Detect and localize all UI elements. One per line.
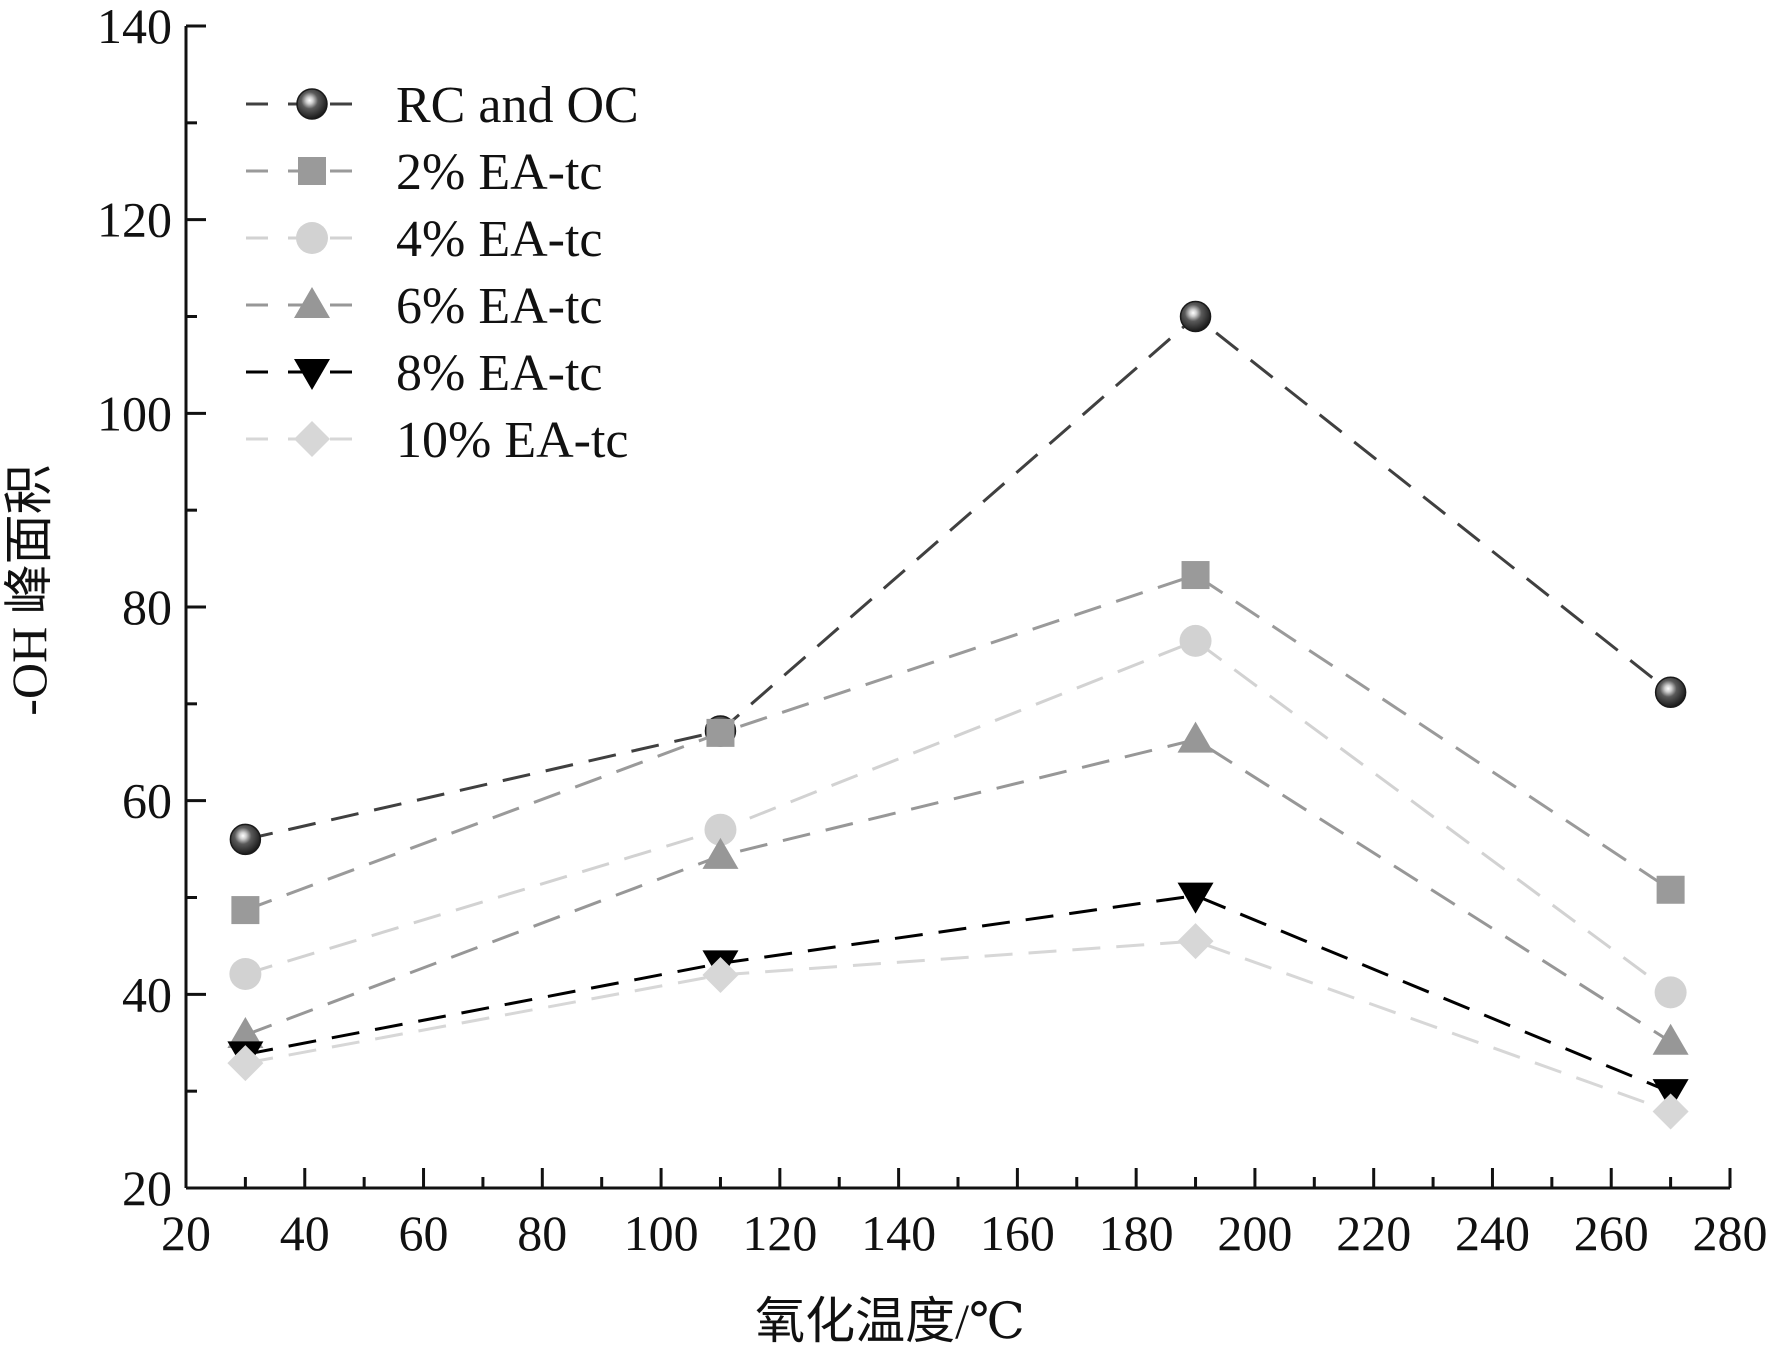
y-tick-label: 140 xyxy=(97,0,172,54)
data-point xyxy=(706,718,735,747)
legend-label: 10% EA-tc xyxy=(396,412,628,469)
x-tick-label: 280 xyxy=(1693,1205,1768,1261)
legend-label: 8% EA-tc xyxy=(396,345,602,402)
data-point xyxy=(1179,624,1212,657)
data-point xyxy=(1652,1023,1689,1055)
series-line xyxy=(245,894,1672,1094)
legend-entry: 10% EA-tc xyxy=(246,412,628,469)
data-point xyxy=(1177,923,1214,960)
x-tick-label: 260 xyxy=(1574,1205,1649,1261)
series-line xyxy=(244,573,1672,912)
y-tick-label: 20 xyxy=(122,1160,172,1216)
series-group xyxy=(227,721,1689,1055)
data-point xyxy=(231,896,260,925)
legend-label: 6% EA-tc xyxy=(396,278,602,335)
data-point xyxy=(1652,1093,1689,1130)
x-tick-label: 60 xyxy=(399,1205,449,1261)
series-line xyxy=(245,314,1672,841)
x-tick-label: 80 xyxy=(517,1205,567,1261)
y-tick-label: 100 xyxy=(97,385,172,441)
y-tick-label: 120 xyxy=(97,192,172,248)
legend-entry: RC and OC xyxy=(246,77,639,134)
data-point xyxy=(227,1017,264,1049)
legend-entry: 2% EA-tc xyxy=(246,144,602,201)
x-tick-label: 180 xyxy=(1099,1205,1174,1261)
series-line xyxy=(244,738,1672,1044)
x-tick-label: 20 xyxy=(161,1205,211,1261)
legend-label: 2% EA-tc xyxy=(396,144,602,201)
data-point xyxy=(1177,721,1214,753)
legend-marker xyxy=(298,157,326,185)
x-tick-label: 200 xyxy=(1217,1205,1292,1261)
legend-entry: 6% EA-tc xyxy=(246,278,602,335)
legend-marker xyxy=(296,222,328,254)
data-point xyxy=(1654,676,1687,708)
y-axis-label: -OH 峰面积 xyxy=(1,464,57,715)
x-tick-label: 140 xyxy=(861,1205,936,1261)
data-point xyxy=(1181,561,1210,590)
data-point xyxy=(229,823,262,856)
data-point xyxy=(229,957,262,990)
y-tick-label: 80 xyxy=(122,579,172,635)
x-tick-label: 120 xyxy=(742,1205,817,1261)
series-group xyxy=(229,624,1687,1009)
y-tick-label: 60 xyxy=(122,773,172,829)
x-tick-label: 100 xyxy=(624,1205,699,1261)
legend-marker xyxy=(294,421,330,457)
x-tick-label: 40 xyxy=(280,1205,330,1261)
legend-marker xyxy=(296,88,328,120)
data-point xyxy=(702,956,739,993)
x-tick-label: 220 xyxy=(1336,1205,1411,1261)
data-point xyxy=(1177,882,1214,914)
legend-marker xyxy=(294,359,330,390)
data-point xyxy=(1179,300,1212,333)
legend-marker xyxy=(294,287,330,318)
series-line xyxy=(245,939,1672,1113)
series-line xyxy=(244,639,1672,994)
series-group xyxy=(227,923,1689,1130)
data-point xyxy=(1656,875,1685,904)
x-tick-label: 160 xyxy=(980,1205,1055,1261)
legend-label: RC and OC xyxy=(396,77,639,134)
data-point xyxy=(1654,976,1687,1009)
x-tick-label: 240 xyxy=(1455,1205,1530,1261)
legend-label: 4% EA-tc xyxy=(396,211,602,268)
series-group xyxy=(231,561,1685,925)
legend-entry: 8% EA-tc xyxy=(246,345,602,402)
x-axis-label: 氧化温度/℃ xyxy=(755,1293,1025,1349)
legend-entry: 4% EA-tc xyxy=(246,211,602,268)
data-point xyxy=(704,813,737,846)
series-group xyxy=(227,882,1689,1111)
y-tick-label: 40 xyxy=(122,966,172,1022)
data-point xyxy=(227,1045,264,1082)
data-point xyxy=(702,837,739,869)
